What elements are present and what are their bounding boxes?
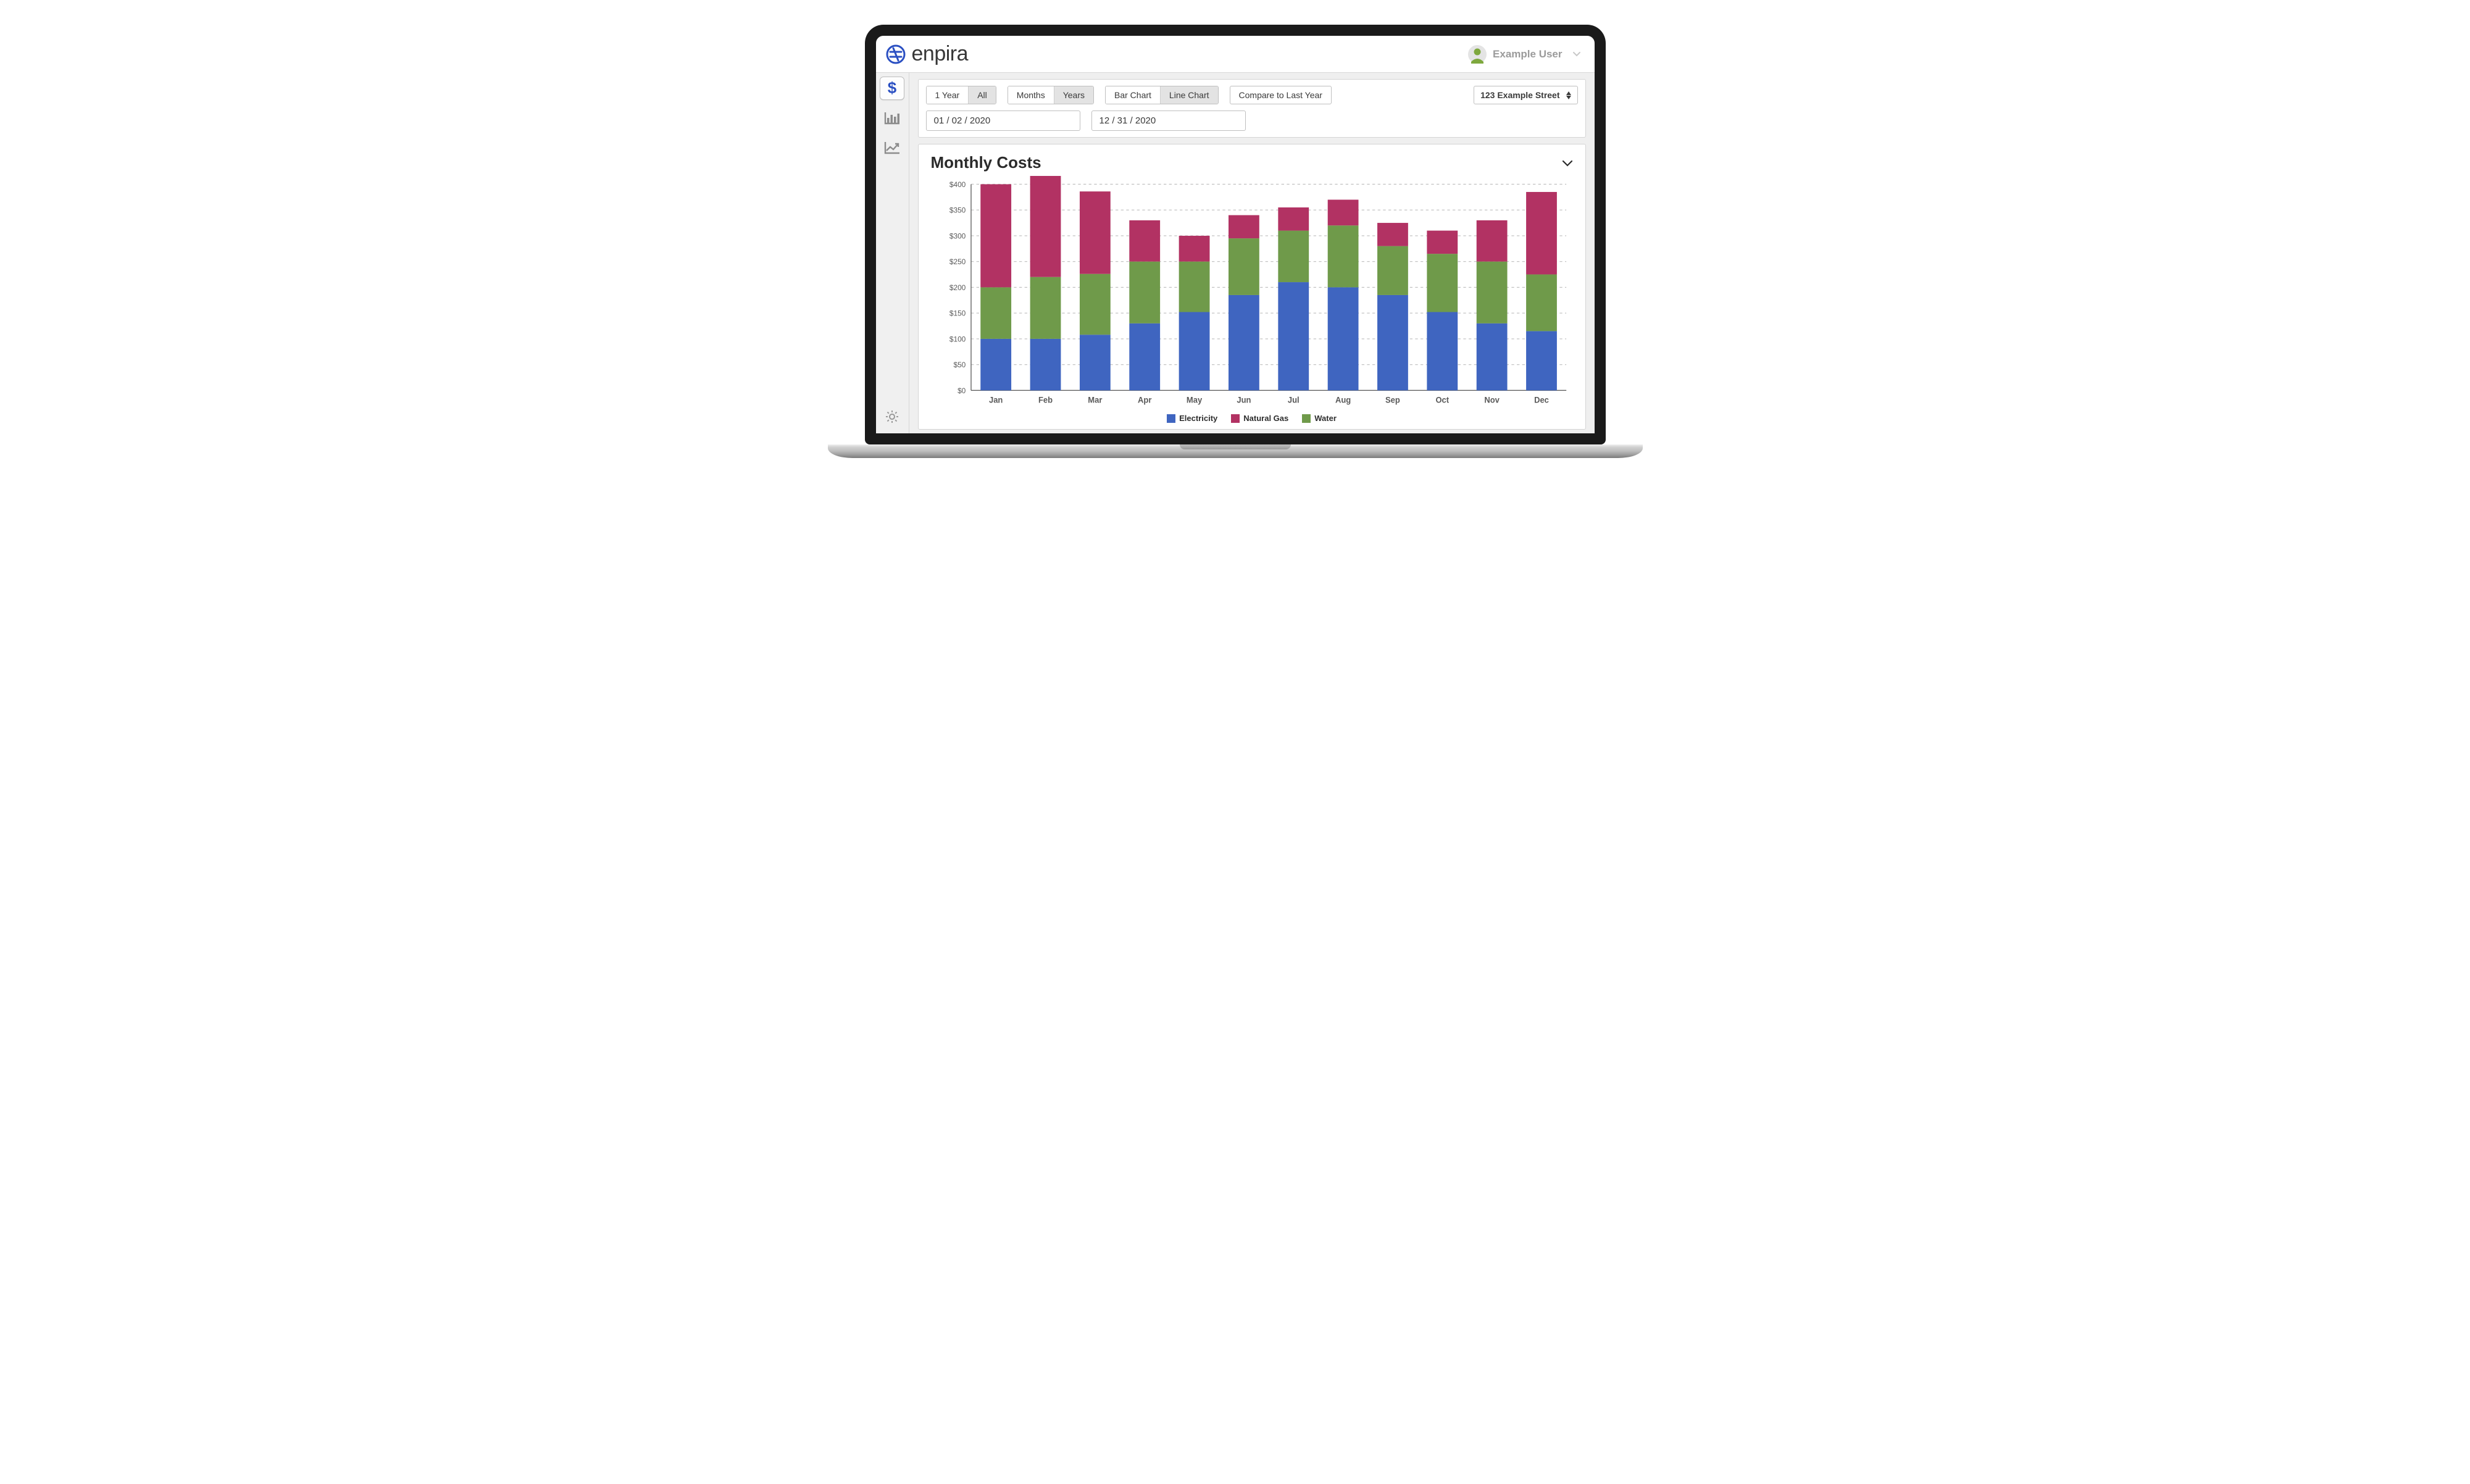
svg-text:$150: $150	[949, 309, 966, 317]
sidebar-item-settings[interactable]	[880, 405, 904, 428]
compare-button[interactable]: Compare to Last Year	[1230, 86, 1332, 104]
svg-text:$: $	[888, 80, 897, 96]
bar-chart-icon	[883, 110, 901, 125]
collapse-icon[interactable]	[1562, 159, 1573, 167]
svg-text:Feb: Feb	[1038, 395, 1052, 404]
svg-text:Jan: Jan	[988, 395, 1002, 404]
user-menu[interactable]: Example User	[1468, 45, 1580, 64]
chart-legend: Electricity Natural Gas Water	[931, 411, 1573, 423]
legend-swatch	[1167, 414, 1175, 423]
sidebar-item-costs[interactable]: $	[880, 77, 904, 100]
range-toggle: 1 Year All	[926, 86, 996, 104]
legend-label: Natural Gas	[1243, 414, 1288, 423]
legend-swatch	[1302, 414, 1311, 423]
dollar-icon: $	[885, 80, 899, 96]
svg-text:$200: $200	[949, 283, 966, 292]
chart-title: Monthly Costs	[931, 153, 1041, 172]
svg-text:$400: $400	[949, 180, 966, 189]
address-select[interactable]: 123 Example Street	[1474, 86, 1577, 104]
date-to-input[interactable]: 12 / 31 / 2020	[1091, 110, 1246, 131]
range-all-button[interactable]: All	[968, 86, 996, 104]
address-value: 123 Example Street	[1480, 90, 1559, 100]
svg-text:Apr: Apr	[1138, 395, 1151, 404]
svg-text:Jun: Jun	[1237, 395, 1251, 404]
svg-text:Dec: Dec	[1534, 395, 1549, 404]
svg-text:Oct: Oct	[1435, 395, 1449, 404]
svg-text:$250: $250	[949, 257, 966, 266]
chart-type-toggle: Bar Chart Line Chart	[1105, 86, 1219, 104]
legend-label: Electricity	[1179, 414, 1217, 423]
svg-text:Mar: Mar	[1088, 395, 1102, 404]
legend-item[interactable]: Natural Gas	[1231, 414, 1288, 423]
user-name: Example User	[1493, 48, 1562, 60]
svg-text:Nov: Nov	[1484, 395, 1500, 404]
legend-swatch	[1231, 414, 1240, 423]
gran-months-button[interactable]: Months	[1008, 86, 1054, 104]
svg-text:$0: $0	[958, 386, 966, 395]
sidebar-item-trends[interactable]	[880, 136, 904, 159]
gran-years-button[interactable]: Years	[1054, 86, 1093, 104]
chart-canvas: $0 $50 $100 $150 $200 $250 $300 $350 $400 Jan Feb M…	[931, 176, 1573, 411]
gear-icon	[885, 409, 899, 424]
date-from-input[interactable]: 01 / 02 / 2020	[926, 110, 1080, 131]
type-bar-button[interactable]: Bar Chart	[1106, 86, 1160, 104]
sidebar: $	[876, 73, 909, 433]
sidebar-item-analytics[interactable]	[880, 106, 904, 130]
svg-text:Sep: Sep	[1385, 395, 1400, 404]
content: 1 Year All Months Years Bar Chart Line C…	[909, 73, 1595, 433]
laptop-base	[828, 444, 1643, 458]
legend-item[interactable]: Water	[1302, 414, 1337, 423]
avatar-icon	[1468, 45, 1487, 64]
chevron-down-icon	[1572, 51, 1581, 57]
svg-text:Jul: Jul	[1287, 395, 1299, 404]
brand-logo-icon	[885, 43, 907, 65]
svg-text:Aug: Aug	[1335, 395, 1350, 404]
svg-text:$50: $50	[953, 361, 966, 369]
sort-arrows-icon	[1566, 91, 1571, 99]
monthly-costs-card: Monthly Costs $0$50$100$150$200$250$300$…	[918, 144, 1586, 430]
svg-text:$350: $350	[949, 206, 966, 214]
legend-item[interactable]: Electricity	[1167, 414, 1217, 423]
type-line-button[interactable]: Line Chart	[1160, 86, 1218, 104]
svg-text:May: May	[1186, 395, 1202, 404]
legend-label: Water	[1314, 414, 1337, 423]
svg-text:$300: $300	[949, 231, 966, 240]
granularity-toggle: Months Years	[1008, 86, 1094, 104]
brand-name: enpira	[912, 42, 969, 66]
filters-panel: 1 Year All Months Years Bar Chart Line C…	[918, 79, 1586, 138]
range-1year-button[interactable]: 1 Year	[927, 86, 969, 104]
svg-text:$100: $100	[949, 335, 966, 343]
trend-icon	[883, 140, 901, 155]
header: enpira Example User	[876, 36, 1595, 73]
brand: enpira	[885, 42, 969, 66]
